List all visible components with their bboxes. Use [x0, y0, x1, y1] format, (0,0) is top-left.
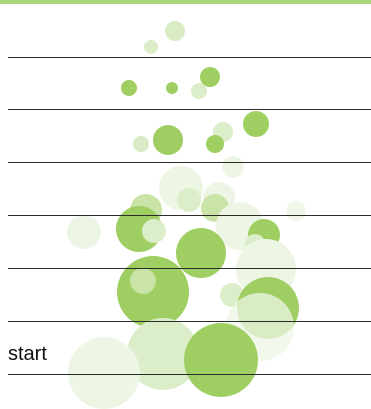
bubble — [165, 21, 185, 41]
bubble — [184, 323, 258, 397]
bubble — [200, 67, 220, 87]
bubble — [177, 188, 201, 212]
bubble — [117, 256, 189, 328]
bubble — [127, 318, 199, 390]
answer-line-3 — [8, 162, 371, 163]
bubble — [206, 135, 224, 153]
bubble — [130, 268, 156, 294]
answer-line-7 — [8, 374, 371, 375]
bubble — [243, 111, 269, 137]
bubble — [191, 83, 207, 99]
bubble — [166, 82, 178, 94]
bubble — [67, 215, 101, 249]
answer-line-1 — [8, 57, 371, 58]
bubble — [176, 228, 226, 278]
bubble — [133, 136, 149, 152]
bubble — [222, 156, 244, 178]
bubble — [144, 40, 158, 54]
answer-line-5 — [8, 268, 371, 269]
bubble — [68, 337, 140, 409]
answer-line-4 — [8, 215, 371, 216]
bubble — [142, 219, 166, 243]
bubble — [121, 80, 137, 96]
top-accent-bar — [0, 0, 371, 4]
bubble — [286, 201, 306, 221]
start-label: start — [8, 343, 47, 365]
bubble — [153, 125, 183, 155]
answer-line-6 — [8, 321, 371, 322]
answer-line-2 — [8, 109, 371, 110]
